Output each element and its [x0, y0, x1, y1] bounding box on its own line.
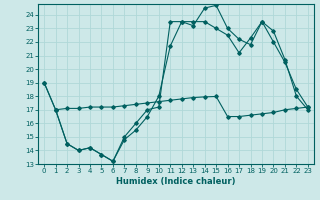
X-axis label: Humidex (Indice chaleur): Humidex (Indice chaleur) — [116, 177, 236, 186]
